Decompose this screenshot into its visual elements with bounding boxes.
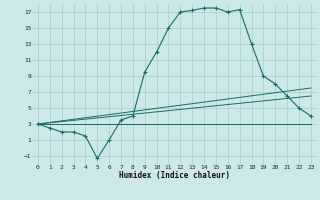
X-axis label: Humidex (Indice chaleur): Humidex (Indice chaleur)	[119, 171, 230, 180]
